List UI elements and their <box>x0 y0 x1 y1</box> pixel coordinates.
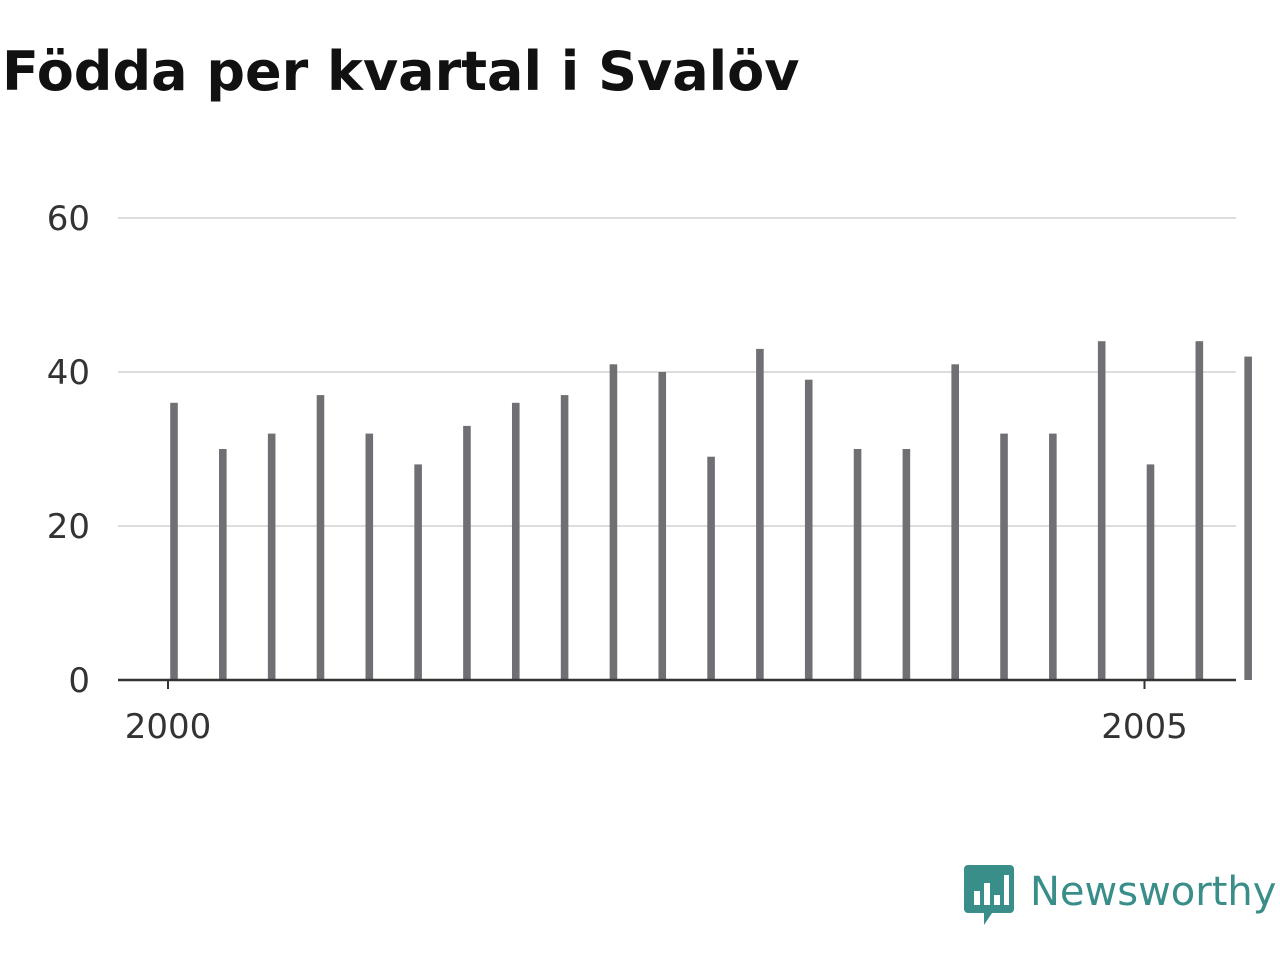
bar <box>951 364 959 680</box>
bar <box>560 395 569 680</box>
bar <box>1049 433 1057 680</box>
y-tick-label: 60 <box>47 199 90 239</box>
brand-logo[interactable]: Newsworthy <box>964 864 1276 928</box>
bar <box>1146 464 1155 680</box>
bar <box>414 464 422 680</box>
bar <box>267 433 276 680</box>
bar <box>1244 356 1252 680</box>
bar <box>463 425 471 680</box>
bar <box>658 372 667 680</box>
bar <box>804 379 813 680</box>
axes: 0204060200020052010201520202025 <box>47 199 1236 747</box>
bar <box>170 402 178 680</box>
bar <box>219 449 227 680</box>
bar <box>756 348 764 680</box>
bar <box>707 456 715 680</box>
chart-title: Födda per kvartal i Svalöv <box>2 40 800 103</box>
bars <box>170 341 1252 680</box>
brand-name: Newsworthy <box>1030 869 1277 915</box>
bar <box>1097 341 1106 680</box>
newsworthy-logo-icon <box>964 865 1014 925</box>
bar <box>1195 341 1204 680</box>
bar <box>902 449 911 680</box>
bar <box>316 395 325 680</box>
x-tick-label: 2000 <box>125 707 212 747</box>
y-tick-label: 0 <box>68 661 90 701</box>
x-tick-label: 2005 <box>1101 707 1188 747</box>
bar <box>511 402 520 680</box>
bar <box>1000 433 1008 680</box>
bar <box>853 449 862 680</box>
gridlines <box>118 217 1236 527</box>
bar <box>609 364 618 680</box>
y-tick-label: 40 <box>47 353 90 393</box>
y-tick-label: 20 <box>47 507 90 547</box>
bar <box>365 433 374 680</box>
